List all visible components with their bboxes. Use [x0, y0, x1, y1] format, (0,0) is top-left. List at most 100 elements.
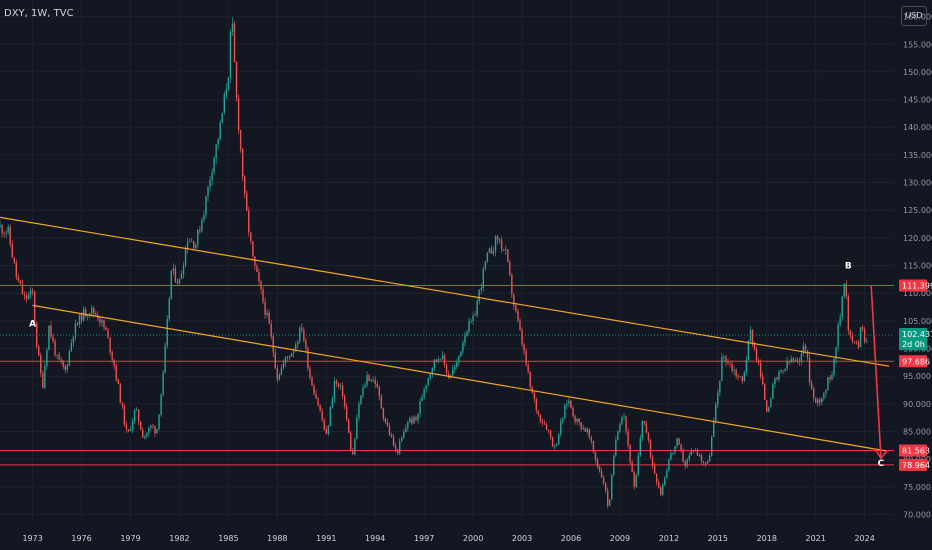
price-tag-label: 97.686 [902, 357, 930, 366]
candle-body [498, 239, 501, 241]
candle-body [405, 427, 407, 433]
candle-body [857, 342, 860, 348]
candle-body [819, 399, 821, 403]
candle-body [1, 224, 3, 233]
candle-body [768, 406, 770, 412]
candle-body [282, 362, 285, 368]
candle-body [184, 248, 187, 266]
candle-body [631, 462, 633, 473]
candle-body [755, 349, 758, 361]
candle-body [256, 265, 258, 273]
candle-body [215, 144, 217, 159]
candle-body [837, 324, 839, 348]
candle-body [502, 249, 505, 251]
price-tag-label: 111.399 [902, 281, 932, 290]
candle-body [694, 450, 697, 452]
candle-body [715, 404, 717, 421]
candle-body [590, 437, 593, 442]
candle-body [494, 236, 497, 252]
candle-body [231, 23, 234, 32]
candle-body [686, 459, 688, 467]
candle-body [484, 261, 487, 269]
candle-body [770, 398, 772, 407]
candle-body [260, 281, 262, 290]
candle-body [278, 374, 281, 380]
candle-body [241, 149, 244, 177]
candle-body [9, 226, 11, 244]
candle-body [280, 367, 283, 375]
candle-body [802, 345, 805, 354]
candle-body [89, 313, 91, 316]
candle-body [197, 229, 199, 246]
candle-body [366, 375, 368, 386]
candle-body [706, 461, 709, 464]
candle-body [33, 291, 36, 324]
candle-body [13, 257, 15, 263]
candle-body [859, 327, 862, 348]
candle-body [62, 361, 64, 367]
candle-body [751, 329, 754, 345]
y-tick-label: 70.000 [903, 510, 931, 519]
candle-body [637, 455, 639, 476]
candle-body [327, 425, 330, 434]
candle-body [668, 459, 670, 471]
candle-body [315, 393, 317, 399]
candle-body [592, 441, 595, 453]
candle-body [717, 392, 719, 405]
x-tick-label: 1997 [414, 534, 434, 543]
candle-body [129, 429, 132, 431]
candle-body [290, 353, 293, 357]
candle-body [472, 315, 474, 322]
horizontal-levels [0, 284, 894, 466]
candle-body [655, 473, 658, 483]
currency-button[interactable]: USD [901, 6, 927, 26]
trendline [0, 216, 890, 367]
candle-body [719, 380, 721, 393]
candle-body [170, 270, 172, 299]
y-tick-label: 95.000 [903, 372, 931, 381]
candle-body [533, 392, 535, 399]
candle-body [615, 440, 617, 456]
candle-body [335, 380, 338, 384]
candle-body [370, 380, 372, 382]
candle-body [193, 240, 195, 248]
candle-body [629, 445, 631, 463]
candle-body [111, 352, 113, 360]
candle-body [174, 268, 177, 282]
candle-body [568, 400, 570, 404]
candle-body [678, 438, 680, 445]
wave-labels: A B C [29, 261, 885, 468]
candle-body [541, 421, 544, 424]
candle-body [203, 215, 205, 220]
candle-body [551, 437, 554, 447]
candle-body [25, 295, 28, 299]
candle-body [831, 374, 833, 380]
candle-body [229, 31, 232, 78]
candle-body [425, 385, 427, 390]
candle-body [613, 455, 615, 475]
candle-body [423, 389, 425, 398]
candle-body [596, 459, 599, 467]
candle-body [152, 425, 154, 427]
candle-body [135, 409, 138, 411]
candle-body [380, 396, 383, 409]
x-tick-label: 2015 [708, 534, 728, 543]
candle-body [865, 341, 868, 342]
candle-body [156, 428, 158, 434]
candle-body [696, 450, 699, 456]
candle-body [757, 360, 760, 364]
candle-body [721, 356, 723, 381]
candle-body [44, 365, 46, 388]
candle-body [239, 130, 242, 150]
x-tick-label: 2003 [512, 534, 532, 543]
candle-body [329, 406, 332, 426]
candle-body [743, 372, 746, 382]
candle-body [223, 94, 226, 113]
candle-body [292, 351, 295, 354]
candle-body [460, 351, 462, 357]
x-tick-label: 1979 [120, 534, 140, 543]
candle-body [154, 426, 156, 434]
candle-body [209, 180, 211, 187]
